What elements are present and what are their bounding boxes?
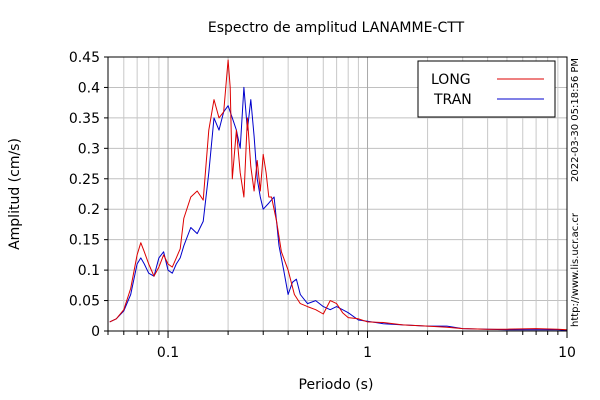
x-tick-label: 0.1 <box>157 345 179 361</box>
series-layer <box>109 59 568 331</box>
plot-frame <box>107 56 568 332</box>
y-tick-label: 0.3 <box>78 141 100 157</box>
x-tick-label: 10 <box>558 345 576 361</box>
series-line-long <box>109 59 568 331</box>
legend: LONG TRAN <box>417 60 556 118</box>
y-tick-label: 0.4 <box>78 80 100 96</box>
y-tick-label: 0.35 <box>69 111 100 127</box>
x-axis-label: Periodo (s) <box>299 377 374 393</box>
series-line-tran <box>109 86 568 331</box>
y-axis-ticks: 0 0.05 0.1 0.15 0.2 0.25 0.3 0.35 0.4 0.45 <box>69 50 108 340</box>
y-tick-label: 0 <box>91 324 100 340</box>
y-tick-label: 0.05 <box>69 294 100 310</box>
y-tick-label: 0.25 <box>69 172 100 188</box>
y-tick-label: 0.15 <box>69 233 100 249</box>
y-tick-label: 0.1 <box>78 263 100 279</box>
y-axis-label: Amplitud (cm/s) <box>7 138 23 250</box>
website-annotation: http://www.lis.ucr.ac.cr <box>570 212 581 327</box>
legend-box <box>417 60 556 118</box>
chart-title: Espectro de amplitud LANAMME-CTT <box>208 20 465 36</box>
legend-label-long: LONG <box>431 72 471 88</box>
legend-label-tran: TRAN <box>433 92 472 108</box>
x-tick-label: 1 <box>363 345 372 361</box>
timestamp-annotation: 2022-03-30 05:18:56 PM <box>570 58 581 182</box>
y-tick-label: 0.2 <box>78 202 100 218</box>
x-axis-ticks: 0.1 1 10 <box>107 331 576 361</box>
y-tick-label: 0.45 <box>69 50 100 66</box>
